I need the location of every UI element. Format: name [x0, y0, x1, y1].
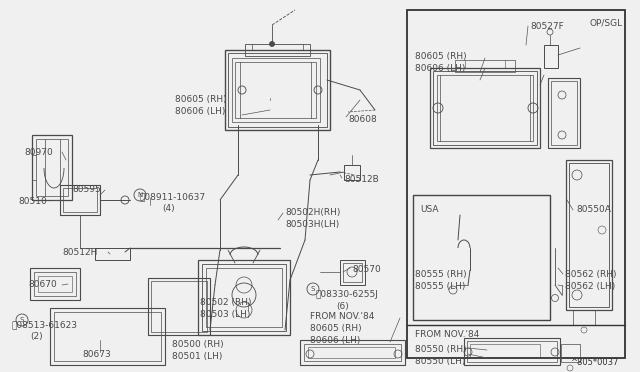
Bar	[198, 260, 290, 335]
Text: 80527F: 80527F	[530, 22, 564, 31]
Text: 80970: 80970	[24, 148, 52, 157]
Text: 80595: 80595	[72, 185, 100, 194]
Text: 80605 (RH): 80605 (RH)	[415, 52, 467, 61]
Bar	[470, 344, 540, 358]
Text: 80512H: 80512H	[62, 248, 97, 257]
Bar	[433, 71, 537, 145]
Text: 80608: 80608	[348, 115, 377, 124]
Bar	[304, 344, 401, 361]
Bar	[561, 344, 580, 362]
Text: 80502 (RH): 80502 (RH)	[200, 298, 252, 307]
Bar	[464, 338, 560, 365]
Text: Ⓝ08513-61623: Ⓝ08513-61623	[12, 320, 78, 329]
Bar	[548, 78, 580, 148]
Bar	[50, 308, 165, 365]
Bar	[413, 195, 550, 320]
Bar	[407, 10, 625, 358]
Text: OP/SGL: OP/SGL	[590, 18, 623, 27]
Bar	[32, 135, 72, 200]
Text: 80503 (LH): 80503 (LH)	[200, 310, 250, 319]
Text: 80605 (RH): 80605 (RH)	[310, 324, 362, 333]
Text: 80550 (RH): 80550 (RH)	[415, 345, 467, 354]
Bar	[34, 272, 76, 296]
Text: 80570: 80570	[352, 265, 381, 274]
Bar	[544, 45, 558, 68]
Text: 80510: 80510	[18, 197, 47, 206]
Text: (2): (2)	[30, 332, 43, 341]
Bar	[344, 165, 360, 180]
Text: N: N	[138, 192, 143, 198]
Bar	[300, 340, 405, 365]
Text: 80555 (RH): 80555 (RH)	[415, 270, 467, 279]
Bar	[228, 53, 327, 127]
Bar	[245, 44, 310, 56]
Bar	[225, 50, 330, 130]
Text: ^805*0037: ^805*0037	[570, 358, 618, 367]
Bar	[30, 268, 80, 300]
Bar	[63, 188, 97, 212]
Bar	[437, 75, 533, 141]
Text: 80500 (RH): 80500 (RH)	[172, 340, 223, 349]
Text: 80562 (RH): 80562 (RH)	[565, 270, 616, 279]
Text: FROM NOV.'84: FROM NOV.'84	[310, 312, 374, 321]
Bar	[467, 341, 557, 362]
Text: 80606 (LH): 80606 (LH)	[310, 336, 360, 345]
Circle shape	[269, 42, 275, 46]
Text: 80562 (LH): 80562 (LH)	[565, 282, 615, 291]
Bar	[430, 68, 540, 148]
Text: 80502H(RH): 80502H(RH)	[285, 208, 340, 217]
Bar	[38, 276, 72, 292]
Text: Ⓝ08330-6255J: Ⓝ08330-6255J	[315, 290, 378, 299]
Text: 80512B: 80512B	[344, 175, 379, 184]
Text: FROM NOV.'84: FROM NOV.'84	[415, 330, 479, 339]
Text: (4): (4)	[162, 204, 175, 213]
Text: 80606 (LH): 80606 (LH)	[175, 107, 225, 116]
Bar	[60, 185, 100, 215]
Text: S: S	[20, 317, 24, 323]
Bar	[569, 163, 609, 307]
Text: 80503H(LH): 80503H(LH)	[285, 220, 339, 229]
Text: USA: USA	[420, 205, 438, 214]
Bar	[551, 81, 577, 145]
Text: 80555 (LH): 80555 (LH)	[415, 282, 465, 291]
Bar	[54, 312, 161, 361]
Text: 80550A: 80550A	[576, 205, 611, 214]
Text: 80606 (LH): 80606 (LH)	[415, 64, 465, 73]
Bar	[148, 278, 210, 335]
Bar	[343, 263, 362, 282]
Text: 80605 (RH): 80605 (RH)	[175, 95, 227, 104]
Text: ⓝ08911-10637: ⓝ08911-10637	[140, 192, 206, 201]
Bar	[202, 264, 286, 331]
Bar	[308, 347, 395, 358]
Bar	[151, 281, 207, 332]
Bar	[232, 58, 320, 122]
Bar	[455, 60, 515, 72]
Bar	[206, 268, 282, 327]
Bar	[340, 260, 365, 285]
Bar	[95, 248, 130, 260]
Bar	[573, 310, 595, 325]
Text: (6): (6)	[336, 302, 349, 311]
Bar	[235, 62, 316, 118]
Text: 80501 (LH): 80501 (LH)	[172, 352, 222, 361]
Bar	[36, 139, 68, 196]
Text: S: S	[311, 286, 315, 292]
Bar	[566, 160, 612, 310]
Text: 80673: 80673	[82, 350, 111, 359]
Text: 80550 (LH): 80550 (LH)	[415, 357, 465, 366]
Text: 80670: 80670	[28, 280, 57, 289]
